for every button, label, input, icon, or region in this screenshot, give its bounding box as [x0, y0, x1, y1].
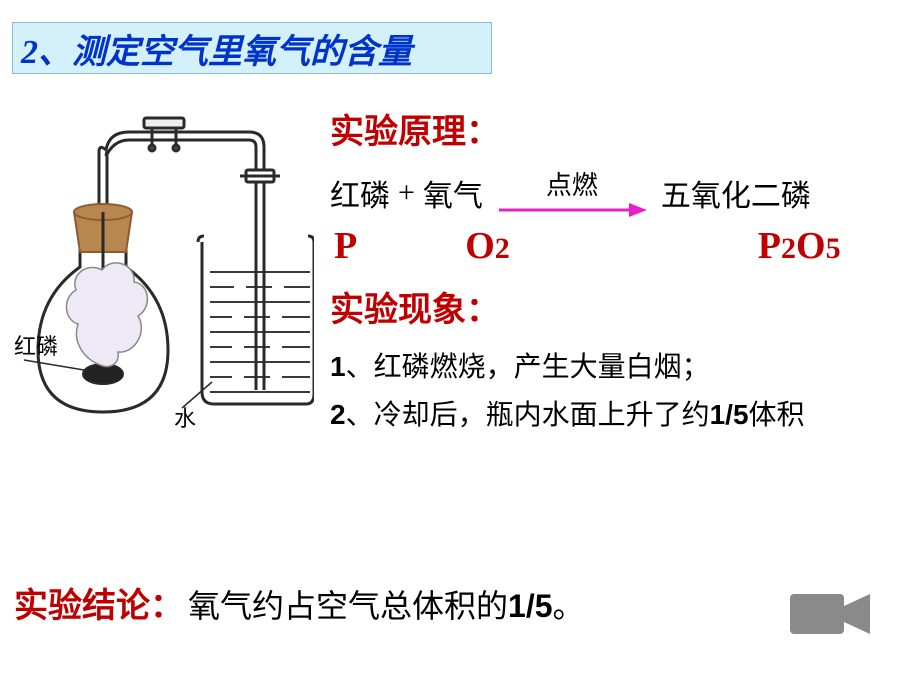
title-bar: 2、测定空气里氧气的含量: [12, 22, 492, 74]
phenomenon-1: 1、红磷燃烧，产生大量白烟；: [330, 343, 910, 391]
phenomena-list: 1、红磷燃烧，产生大量白烟； 2、冷却后，瓶内水面上升了约1/5体积: [330, 343, 910, 438]
conclusion-row: 实验结论： 氧气约占空气总体积的1/5。: [14, 578, 585, 627]
formula-p: P: [334, 224, 357, 268]
formula-row: P O2 P2O5: [330, 224, 910, 268]
formula-o2: O2: [465, 224, 510, 268]
diagram-label-water: 水: [174, 406, 196, 431]
page-title: 2、测定空气里氧气的含量: [21, 24, 412, 73]
heading-principle: 实验原理：: [330, 104, 910, 153]
heading-phenomena: 实验现象：: [330, 282, 910, 331]
conclusion-text: 氧气约占空气总体积的1/5。: [188, 581, 585, 627]
reactant-oxygen: 氧气: [423, 171, 483, 215]
word-equation: 红磷 + 氧气 点燃 五氧化二磷: [330, 165, 910, 220]
diagram-label-phosphorus: 红磷: [14, 334, 58, 359]
camera-icon[interactable]: [786, 584, 876, 644]
experiment-diagram: 红磷 水: [14, 112, 314, 442]
plus-sign: +: [398, 176, 415, 210]
formula-p2o5: P2O5: [758, 224, 841, 268]
conclusion-label: 实验结论：: [14, 578, 184, 627]
reaction-arrow: 点燃: [497, 165, 647, 220]
phenomenon-2: 2、冷却后，瓶内水面上升了约1/5体积: [330, 391, 910, 439]
product-p2o5: 五氧化二磷: [661, 171, 811, 215]
arrow-label: 点燃: [546, 165, 598, 202]
content-block: 实验原理： 红磷 + 氧气 点燃 五氧化二磷 P O2 P2O5 实验现象： 1…: [330, 104, 910, 438]
reactant-phosphorus: 红磷: [330, 171, 390, 215]
